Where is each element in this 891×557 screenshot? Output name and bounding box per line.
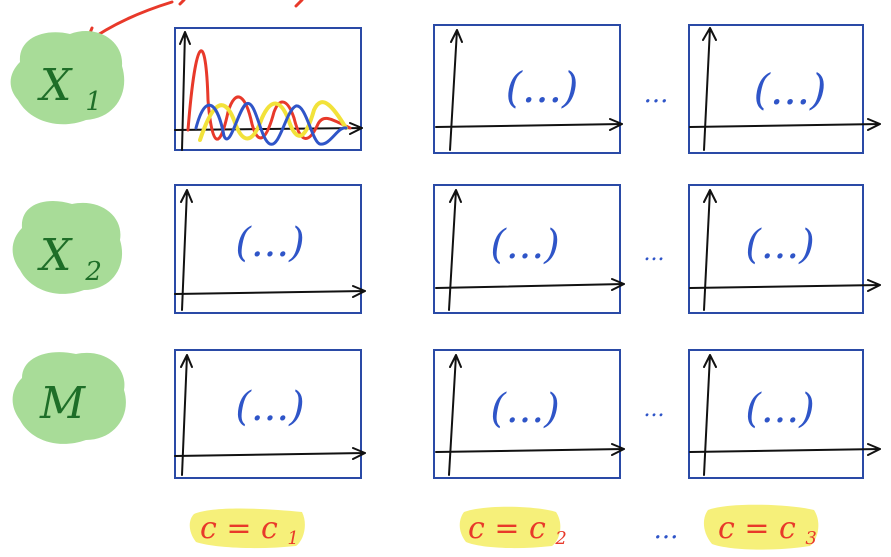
axes xyxy=(435,354,625,476)
axes xyxy=(174,31,363,151)
row-label-x1: X 1 xyxy=(10,30,125,125)
green-blob xyxy=(12,352,126,444)
panel-frame xyxy=(174,184,362,314)
panel-placeholder: (...) xyxy=(754,65,827,114)
panel-row1-col3: (...) xyxy=(688,24,881,154)
ellipsis-row2: ... xyxy=(644,241,665,266)
panel-frame xyxy=(433,24,621,154)
yellow-highlight xyxy=(459,506,561,549)
row-label-subscript: 1 xyxy=(85,87,102,117)
svg-text:c = c 2: c = c 2 xyxy=(468,511,567,549)
axes xyxy=(689,354,881,476)
column-label-text: c = c xyxy=(718,511,796,546)
row-label-subscript: 2 xyxy=(84,257,102,287)
column-label-c2: c = c 2 xyxy=(459,506,567,549)
panel-placeholder: (...) xyxy=(235,220,304,266)
axes xyxy=(174,189,366,311)
column-label-c3: c = c 3 xyxy=(703,504,819,550)
green-blob xyxy=(12,201,123,294)
panel-placeholder: (...) xyxy=(490,386,559,432)
row-label-x2: X 2 xyxy=(12,201,123,294)
panel-frame xyxy=(174,27,362,151)
panel-placeholder: (...) xyxy=(235,384,304,430)
svg-text:X 2: X 2 xyxy=(37,230,102,287)
column-label-subscript: 1 xyxy=(287,528,298,549)
ellipsis-row1: ... xyxy=(644,79,669,109)
panel-row3-col3: (...) xyxy=(688,349,881,479)
ellipsis-row3: ... xyxy=(644,397,665,422)
svg-text:c = c 1: c = c 1 xyxy=(200,511,299,549)
column-label-subscript: 3 xyxy=(805,528,816,549)
panel-frame xyxy=(433,184,621,314)
column-label-c1: c = c 1 xyxy=(189,508,305,549)
row-label-text: M xyxy=(39,378,86,429)
signal-curves-icon xyxy=(186,49,352,146)
axes xyxy=(689,189,881,311)
panel-frame xyxy=(433,349,621,479)
panel-placeholder: (...) xyxy=(490,222,559,268)
axes xyxy=(174,354,366,476)
svg-text:M: M xyxy=(39,378,86,429)
svg-text:c = c 3: c = c 3 xyxy=(718,511,817,549)
panel-row2-col2: (...) xyxy=(433,184,625,314)
green-blob xyxy=(10,30,125,125)
panel-frame xyxy=(688,349,864,479)
panel-frame xyxy=(688,24,864,154)
panel-row3-col2: (...) xyxy=(433,349,625,479)
yellow-highlight xyxy=(189,508,305,549)
row-label-m: M xyxy=(12,352,126,444)
ellipsis-columns: ... xyxy=(654,515,679,545)
panel-row3-col1: (...) xyxy=(174,349,366,479)
column-label-text: c = c xyxy=(200,511,278,546)
axes xyxy=(689,27,881,151)
column-label-subscript: 2 xyxy=(554,528,566,549)
panel-placeholder: (...) xyxy=(745,386,814,432)
panel-placeholder: (...) xyxy=(506,63,579,112)
panel-row2-col3: (...) xyxy=(688,184,881,314)
panel-placeholder: (...) xyxy=(745,222,814,268)
row-label-text: X xyxy=(37,60,73,111)
panel-frame xyxy=(688,184,864,314)
red-cut-off-text xyxy=(178,0,304,8)
axes xyxy=(435,29,623,151)
row-label-text: X xyxy=(37,230,73,281)
yellow-highlight xyxy=(703,504,819,550)
axes xyxy=(435,189,625,311)
panel-row1-col1 xyxy=(174,27,363,151)
panel-row1-col2: (...) xyxy=(433,24,623,154)
column-label-text: c = c xyxy=(468,511,546,546)
panel-row2-col1: (...) xyxy=(174,184,366,314)
panel-frame xyxy=(174,349,362,479)
svg-text:X 1: X 1 xyxy=(37,60,102,117)
